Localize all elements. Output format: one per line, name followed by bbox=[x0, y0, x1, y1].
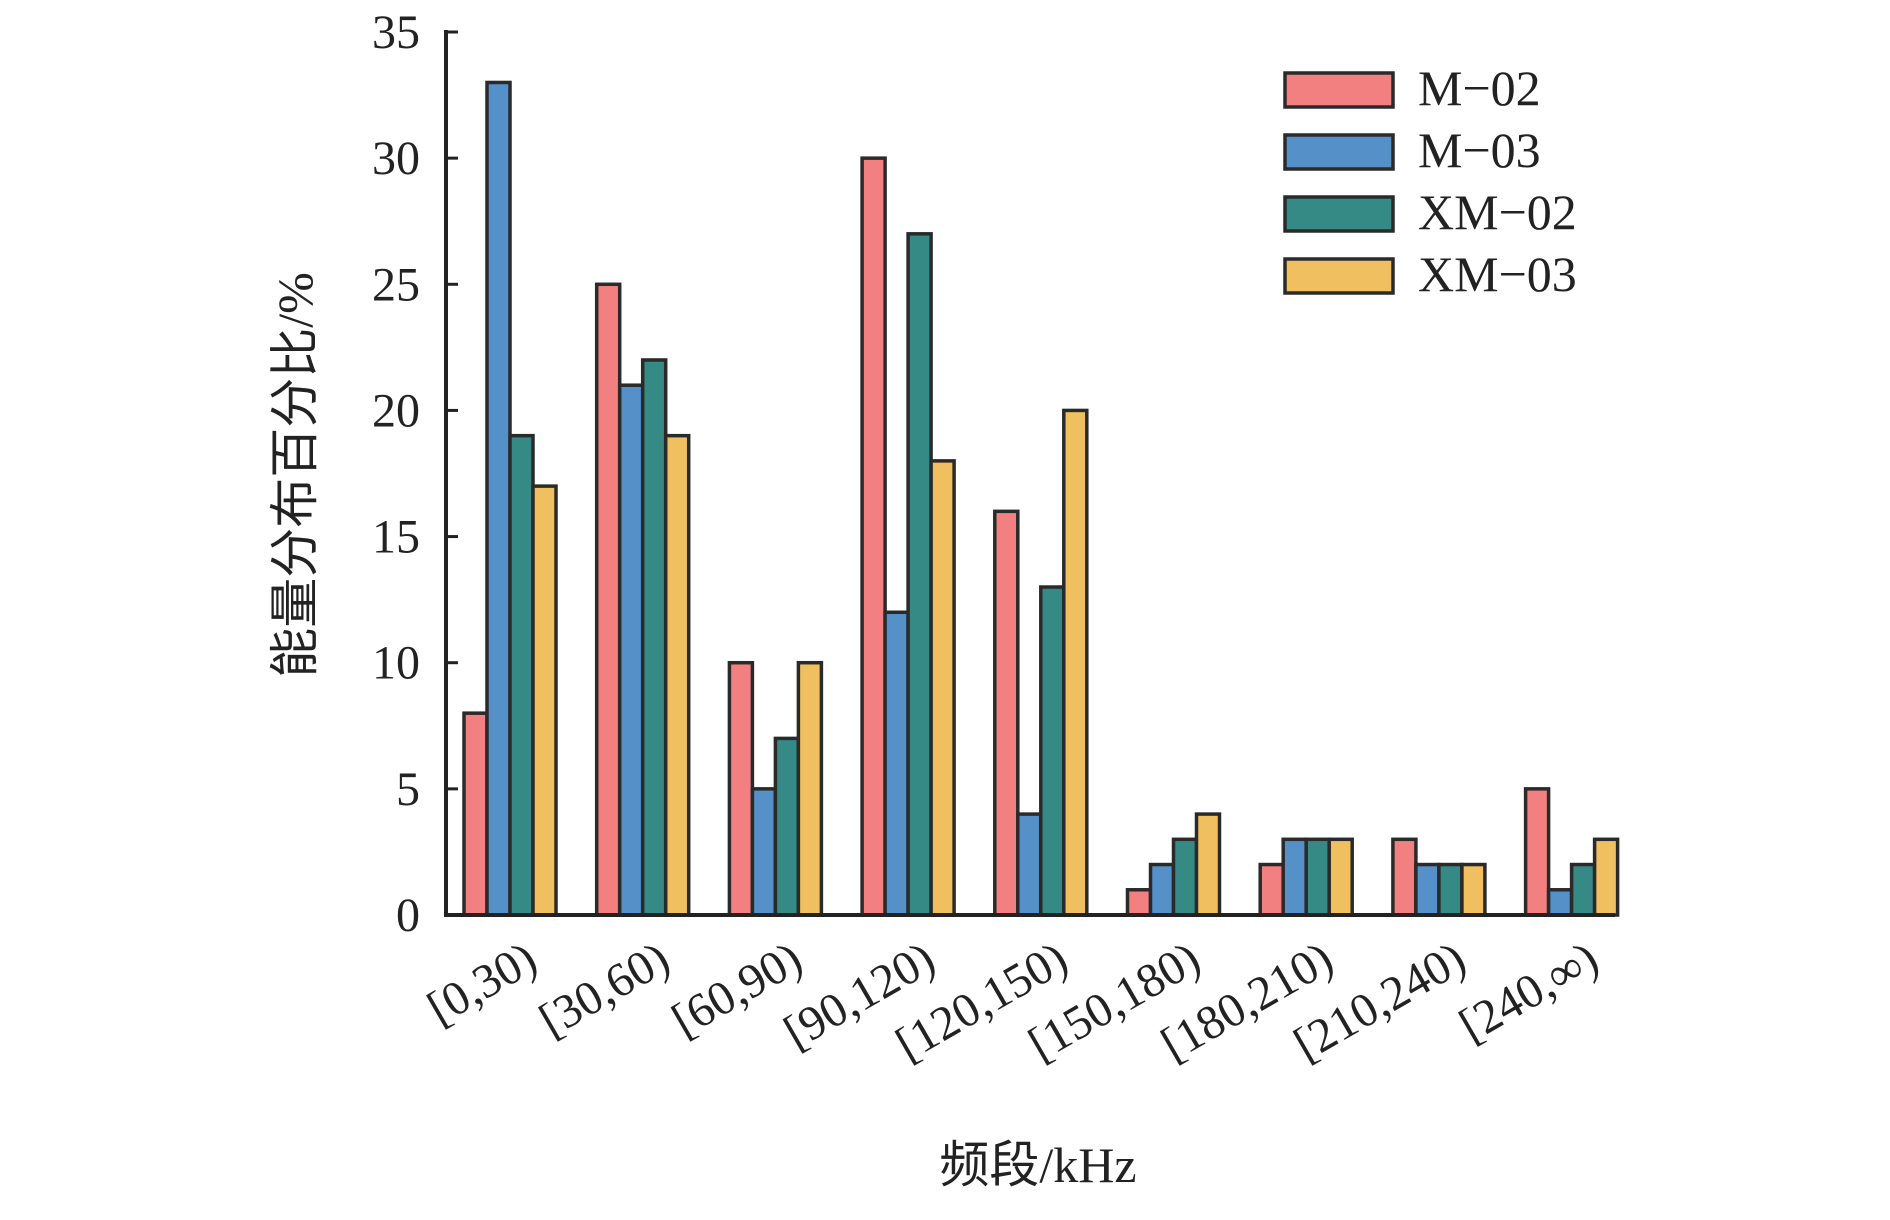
bar-XM−02-[120,150) bbox=[1039, 585, 1066, 917]
y-tick-label: 15 bbox=[372, 511, 420, 564]
bar-M−03-[240,∞) bbox=[1546, 888, 1574, 917]
bar-XM−03-[60,90) bbox=[796, 660, 824, 917]
bar-XM−02-[90,120) bbox=[906, 232, 933, 917]
y-tick-label: 10 bbox=[372, 637, 420, 690]
bar-XM−02-[30,60) bbox=[640, 358, 668, 917]
y-tick-label: 0 bbox=[396, 889, 420, 942]
y-axis-label: 能量分布百分比/% bbox=[267, 272, 323, 678]
bar-XM−03-[180,210) bbox=[1327, 837, 1354, 917]
bar-M−03-[150,180) bbox=[1148, 862, 1176, 917]
bar-M−02-[90,120) bbox=[860, 156, 887, 917]
bar-XM−03-[30,60) bbox=[663, 433, 691, 917]
bar-M−02-[180,210) bbox=[1258, 862, 1285, 917]
legend-swatch bbox=[1283, 71, 1395, 109]
bar-M−03-[210,240) bbox=[1414, 862, 1441, 917]
bar-M−02-[120,150) bbox=[993, 509, 1020, 917]
bar-M−02-[0,30) bbox=[462, 711, 489, 917]
legend-label: M−03 bbox=[1418, 122, 1541, 178]
bar-M−03-[0,30) bbox=[485, 80, 512, 917]
x-tick-label: [0,30) bbox=[419, 932, 546, 1036]
legend-label: M−02 bbox=[1418, 60, 1541, 116]
bar-XM−02-[210,240) bbox=[1437, 862, 1464, 917]
bar-M−02-[150,180) bbox=[1125, 888, 1153, 917]
legend-swatch bbox=[1283, 257, 1395, 295]
bar-XM−02-[240,∞) bbox=[1569, 862, 1597, 917]
bar-XM−03-[120,150) bbox=[1062, 408, 1089, 917]
legend-swatch bbox=[1283, 195, 1395, 233]
bar-XM−03-[90,120) bbox=[929, 459, 956, 917]
legend-swatch bbox=[1283, 133, 1395, 171]
x-tick-label: [30,60) bbox=[530, 932, 678, 1048]
x-tick-label: [240,∞) bbox=[1451, 932, 1608, 1053]
bar-XM−03-[150,180) bbox=[1194, 812, 1222, 917]
y-tick-label: 35 bbox=[372, 6, 420, 59]
y-tick-label: 25 bbox=[372, 258, 420, 311]
bar-M−02-[60,90) bbox=[727, 660, 755, 917]
bar-XM−03-[0,30) bbox=[531, 484, 558, 917]
bar-M−02-[240,∞) bbox=[1523, 787, 1551, 917]
bars bbox=[462, 80, 1620, 917]
legend-label: XM−03 bbox=[1418, 246, 1577, 302]
y-tick-label: 5 bbox=[396, 763, 420, 816]
legend: M−02 M−03 XM−02 XM−03 bbox=[1283, 60, 1577, 302]
bar-M−02-[210,240) bbox=[1391, 837, 1418, 917]
bar-M−03-[180,210) bbox=[1281, 837, 1308, 917]
y-tick-label: 30 bbox=[372, 132, 420, 185]
bar-XM−03-[210,240) bbox=[1460, 862, 1487, 917]
axes bbox=[444, 30, 1615, 917]
bar-M−03-[30,60) bbox=[617, 383, 645, 917]
bar-M−03-[90,120) bbox=[883, 610, 910, 917]
bar-XM−02-[180,210) bbox=[1304, 837, 1331, 917]
bar-M−02-[30,60) bbox=[594, 282, 622, 917]
bar-XM−02-[60,90) bbox=[773, 736, 801, 917]
bar-M−03-[120,150) bbox=[1016, 812, 1043, 917]
bar-XM−02-[0,30) bbox=[508, 433, 535, 917]
legend-label: XM−02 bbox=[1418, 184, 1577, 240]
y-tick-label: 20 bbox=[372, 384, 420, 437]
bar-XM−02-[150,180) bbox=[1171, 837, 1199, 917]
x-axis-label: 频段/kHz bbox=[939, 1137, 1136, 1193]
bar-XM−03-[240,∞) bbox=[1592, 837, 1620, 917]
y-ticks: 0 5 10 15 20 25 30 35 bbox=[372, 6, 458, 942]
x-ticks: [0,30)[30,60)[60,90)[90,120)[120,150)[15… bbox=[419, 932, 1608, 1072]
bar-M−03-[60,90) bbox=[750, 787, 778, 917]
